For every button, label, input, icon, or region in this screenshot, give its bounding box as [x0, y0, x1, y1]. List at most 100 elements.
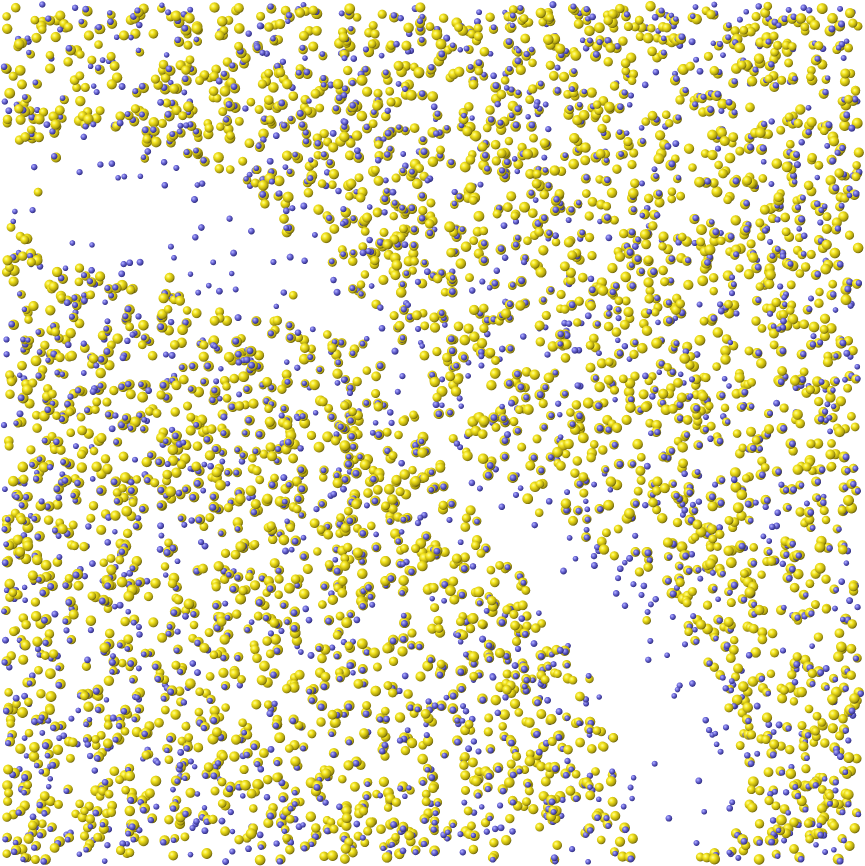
atom — [53, 485, 61, 493]
atom — [5, 370, 15, 380]
atom — [817, 669, 824, 676]
atom — [783, 551, 790, 558]
atom — [399, 373, 406, 380]
atom — [539, 138, 550, 148]
atom — [851, 87, 860, 96]
atom — [758, 174, 768, 183]
atom — [449, 706, 457, 714]
atom — [387, 409, 394, 416]
atom — [629, 795, 635, 802]
atom — [259, 191, 267, 198]
atom — [347, 612, 353, 618]
atom — [448, 159, 455, 166]
atom — [804, 500, 810, 507]
atom — [267, 3, 274, 10]
atom — [675, 175, 682, 181]
atom — [414, 519, 422, 527]
atom — [216, 287, 223, 295]
atom — [124, 305, 132, 313]
atom — [767, 628, 778, 639]
atom — [160, 562, 170, 571]
atom — [72, 4, 79, 11]
atom — [26, 445, 36, 455]
atom — [834, 628, 845, 639]
atom — [308, 5, 319, 16]
atom — [380, 845, 386, 852]
atom — [312, 833, 319, 841]
atom — [651, 166, 658, 173]
atom — [852, 242, 864, 254]
atom — [636, 475, 646, 485]
atom — [813, 842, 819, 848]
atom — [755, 786, 765, 796]
atom — [115, 175, 121, 181]
atom — [2, 12, 11, 21]
atom — [678, 371, 684, 377]
atom — [206, 282, 212, 289]
atom — [195, 289, 202, 296]
atom — [223, 502, 234, 513]
atom — [487, 116, 495, 123]
atom — [530, 259, 540, 269]
atom — [802, 806, 809, 813]
atom — [215, 760, 222, 767]
atom — [2, 836, 9, 843]
atom — [844, 840, 855, 851]
atom — [169, 805, 177, 812]
atom — [233, 3, 244, 14]
atom — [395, 81, 402, 87]
atom — [22, 94, 28, 100]
atom — [514, 168, 520, 175]
atom — [602, 528, 611, 538]
atom — [470, 738, 477, 745]
atom — [51, 153, 58, 160]
atom — [706, 660, 713, 667]
atom — [759, 204, 770, 215]
atom — [147, 350, 158, 361]
atom — [623, 11, 630, 18]
atom — [629, 282, 636, 289]
atom — [666, 317, 673, 324]
atom — [242, 105, 249, 112]
atom — [326, 214, 333, 222]
atom — [3, 796, 13, 807]
atom — [509, 416, 519, 427]
atom — [453, 321, 464, 332]
atom — [303, 138, 310, 145]
atom — [720, 571, 726, 577]
atom — [110, 478, 118, 486]
atom — [347, 384, 354, 391]
atom — [96, 432, 107, 443]
atom — [125, 609, 131, 615]
atom — [420, 321, 430, 331]
atom — [853, 147, 864, 158]
atom — [672, 517, 683, 528]
atom — [46, 783, 52, 790]
atom — [432, 810, 439, 816]
atom — [265, 649, 275, 659]
atom — [83, 701, 94, 712]
atom — [307, 729, 317, 739]
atom — [260, 199, 270, 209]
atom — [301, 257, 308, 264]
atom — [201, 848, 213, 859]
atom — [57, 114, 64, 120]
atom — [515, 48, 522, 54]
atom — [730, 215, 741, 226]
atom — [664, 652, 670, 658]
atom — [194, 669, 201, 676]
atom — [138, 319, 149, 331]
atom — [155, 458, 162, 466]
atom — [499, 709, 510, 720]
atom — [274, 574, 284, 584]
atom — [839, 144, 846, 152]
atom — [250, 539, 260, 549]
atom — [826, 545, 833, 552]
atom — [394, 430, 403, 440]
atom — [726, 849, 733, 856]
atom — [192, 764, 198, 770]
atom — [769, 817, 777, 824]
atom — [35, 372, 42, 379]
atom — [426, 198, 436, 208]
atom — [350, 443, 357, 450]
